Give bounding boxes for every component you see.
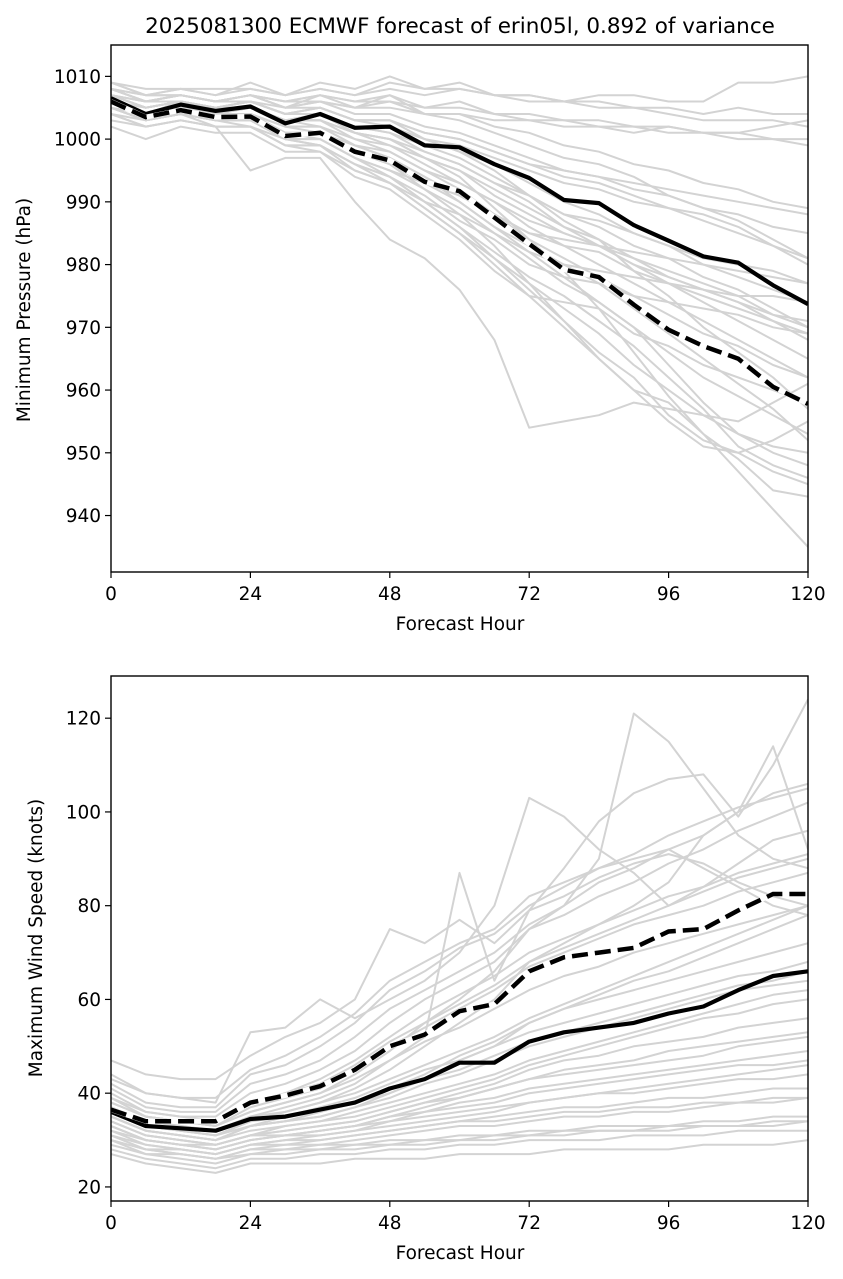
pressure-ensemble-member-line-30 <box>111 100 808 479</box>
wind-ensemble-member-line-22 <box>111 712 808 1113</box>
pressure-series-layer <box>111 75 808 548</box>
pressure-x-tick-label: 24 <box>239 584 263 605</box>
pressure-y-axis-label: Minimum Pressure (hPa) <box>14 198 35 422</box>
wind-ensemble-member-line-12 <box>111 796 808 1104</box>
wind-y-tick-label: 20 <box>77 1177 101 1198</box>
wind-solid-line <box>111 969 808 1133</box>
pressure-ticks: 0 24 48 72 96 120 940 950 960 970 980 990 1000 1010 <box>54 67 826 605</box>
pressure-ensemble-member-line-31 <box>111 125 808 304</box>
wind-ensemble-member-line-34 <box>111 1059 808 1146</box>
wind-y-tick-label: 100 <box>66 802 101 823</box>
pressure-x-tick-label: 48 <box>378 584 402 605</box>
wind-y-axis-label: Maximum Wind Speed (knots) <box>26 799 47 1077</box>
pressure-ensemble-member-line-32 <box>111 87 808 134</box>
pressure-panel: 2025081300 ECMWF forecast of erin05l, 0.… <box>14 14 826 635</box>
wind-x-tick-label: 0 <box>105 1213 117 1234</box>
wind-ticks: 0 24 48 72 96 120 20 40 60 80 100 120 <box>66 709 826 1234</box>
pressure-x-tick-label: 120 <box>790 584 825 605</box>
pressure-solid-line <box>111 96 808 306</box>
wind-y-tick-label: 40 <box>77 1084 101 1105</box>
wind-x-tick-label: 24 <box>239 1213 263 1234</box>
wind-dashed-line <box>111 891 808 1124</box>
wind-panel: 0 24 48 72 96 120 20 40 60 80 100 120 Forecast Hour… <box>26 675 826 1264</box>
pressure-dashed-line <box>111 99 808 406</box>
pressure-y-tick-label: 970 <box>66 318 101 339</box>
pressure-y-tick-label: 990 <box>66 192 101 213</box>
wind-ensemble-member-line-29 <box>111 960 808 1137</box>
wind-ensemble-member-line-23 <box>111 1129 808 1170</box>
wind-ensemble-member-line-28 <box>111 1096 808 1156</box>
pressure-y-tick-label: 1000 <box>54 130 101 151</box>
wind-ensemble-member-line-4 <box>111 801 808 1118</box>
wind-series-layer <box>111 698 808 1174</box>
pressure-ensemble-member-line-33 <box>111 94 808 329</box>
pressure-y-tick-label: 980 <box>66 255 101 276</box>
wind-ensemble-member-line-21 <box>111 1050 808 1151</box>
pressure-x-tick-label: 0 <box>105 584 117 605</box>
wind-x-tick-label: 120 <box>790 1213 825 1234</box>
wind-ensemble-member-line-35 <box>111 904 808 1127</box>
pressure-axes-frame <box>110 44 809 573</box>
pressure-y-tick-label: 950 <box>66 443 101 464</box>
wind-x-tick-label: 48 <box>378 1213 402 1234</box>
wind-ensemble-member-line-27 <box>111 848 808 1099</box>
wind-ensemble-member-line-19 <box>111 1115 808 1160</box>
wind-ensemble-member-line-16 <box>111 914 808 1137</box>
pressure-ensemble-member-line-37 <box>111 113 808 454</box>
pressure-ensemble-member-line-35 <box>111 81 808 128</box>
wind-ensemble-member-line-36 <box>111 1120 808 1160</box>
wind-ensemble-member-line-24 <box>111 989 808 1142</box>
wind-ensemble-member-line-8 <box>111 787 808 1109</box>
pressure-ensemble-member-line-10 <box>111 75 808 115</box>
pressure-ensemble-member-line-8 <box>111 106 808 404</box>
wind-x-axis-label: Forecast Hour <box>396 1243 525 1264</box>
pressure-y-tick-label: 940 <box>66 506 101 527</box>
chart-title: 2025081300 ECMWF forecast of erin05l, 0.… <box>145 14 775 39</box>
wind-x-tick-label: 96 <box>657 1213 681 1234</box>
pressure-x-tick-label: 72 <box>517 584 541 605</box>
wind-ensemble-member-line-33 <box>111 970 808 1142</box>
pressure-y-tick-label: 1010 <box>54 67 101 88</box>
wind-ensemble-member-line-32 <box>111 1139 808 1174</box>
wind-x-tick-label: 72 <box>517 1213 541 1234</box>
wind-y-tick-label: 80 <box>77 896 101 917</box>
wind-y-tick-label: 60 <box>77 990 101 1011</box>
pressure-x-tick-label: 96 <box>657 584 681 605</box>
pressure-x-axis-label: Forecast Hour <box>396 614 525 635</box>
pressure-ensemble-member-line-12 <box>111 113 808 429</box>
wind-ensemble-member-line-17 <box>111 698 808 1081</box>
pressure-ensemble-member-line-27 <box>111 100 808 360</box>
pressure-y-tick-label: 960 <box>66 381 101 402</box>
pressure-ensemble-member-line-26 <box>111 87 808 216</box>
wind-axes-frame <box>110 675 809 1202</box>
wind-y-tick-label: 120 <box>66 709 101 730</box>
